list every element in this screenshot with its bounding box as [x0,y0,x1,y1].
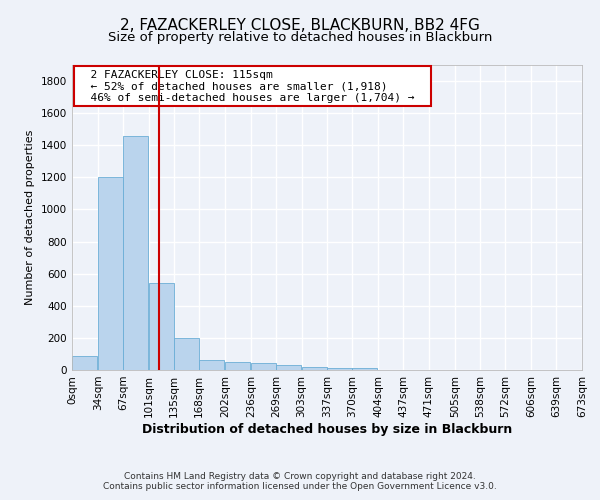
Bar [199,360,224,370]
Bar [149,284,173,370]
Bar [328,368,352,370]
Bar [302,367,326,370]
Bar [251,363,276,370]
Bar [72,356,97,370]
Bar [123,136,148,370]
Y-axis label: Number of detached properties: Number of detached properties [25,130,35,305]
Bar [98,178,123,370]
Text: Size of property relative to detached houses in Blackburn: Size of property relative to detached ho… [108,31,492,44]
Bar [225,362,250,370]
Bar [276,365,301,370]
Text: Contains HM Land Registry data © Crown copyright and database right 2024.: Contains HM Land Registry data © Crown c… [124,472,476,481]
Bar [175,338,199,370]
Text: Contains public sector information licensed under the Open Government Licence v3: Contains public sector information licen… [103,482,497,491]
Text: 2, FAZACKERLEY CLOSE, BLACKBURN, BB2 4FG: 2, FAZACKERLEY CLOSE, BLACKBURN, BB2 4FG [120,18,480,32]
Bar [352,368,377,370]
Text: 2 FAZACKERLEY CLOSE: 115sqm  
  ← 52% of detached houses are smaller (1,918)  
 : 2 FAZACKERLEY CLOSE: 115sqm ← 52% of det… [77,70,428,103]
X-axis label: Distribution of detached houses by size in Blackburn: Distribution of detached houses by size … [142,422,512,436]
